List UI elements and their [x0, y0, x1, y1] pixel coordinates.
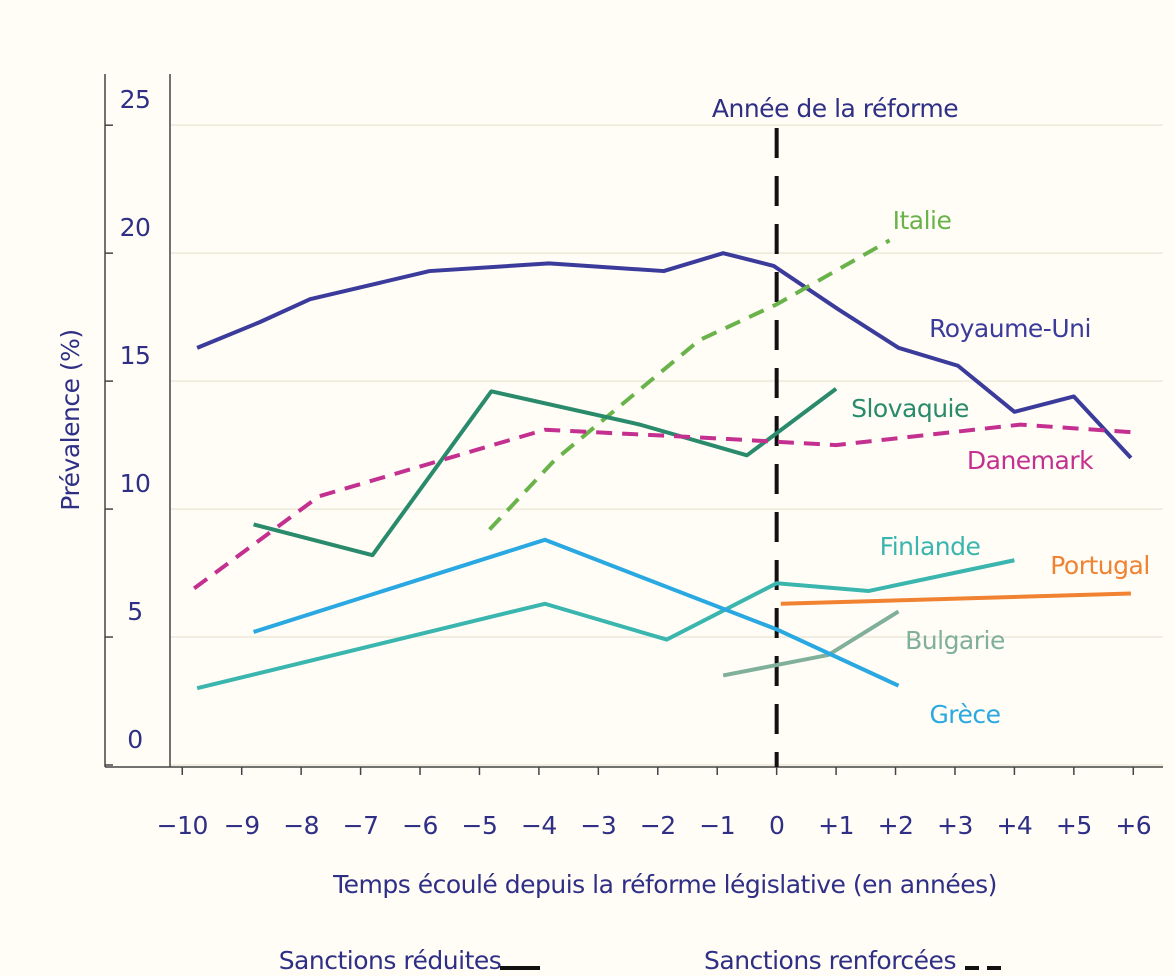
y-tick-label: 25 — [120, 85, 151, 114]
x-tick-label: +1 — [818, 811, 854, 840]
x-tick-label: −6 — [402, 811, 438, 840]
x-tick-label: −10 — [157, 811, 208, 840]
series-label: Royaume-Uni — [929, 314, 1091, 343]
series-line — [780, 591, 1131, 606]
series-line — [253, 387, 838, 558]
x-tick-label: −5 — [462, 811, 498, 840]
x-tick-label: −2 — [640, 811, 676, 840]
x-tick-label: 0 — [769, 811, 784, 840]
series-label: Slovaquie — [851, 394, 969, 423]
y-tick-label: 0 — [127, 725, 142, 754]
series-line — [192, 422, 1134, 591]
x-tick-label: −1 — [699, 811, 735, 840]
x-tick-label: +6 — [1115, 811, 1151, 840]
series-label: Grèce — [929, 700, 1000, 729]
series-line — [196, 558, 1015, 691]
series-label: Bulgarie — [905, 626, 1005, 655]
x-tick-label: +4 — [996, 811, 1032, 840]
series-label: Finlande — [880, 532, 981, 561]
y-axis-label: Prévalence (%) — [56, 329, 85, 510]
y-tick-label: 20 — [120, 213, 151, 242]
series-label: Portugal — [1050, 551, 1150, 580]
legend-label: Sanctions réduites — [279, 946, 502, 975]
series-line — [488, 238, 891, 531]
x-tick-label: −3 — [580, 811, 616, 840]
x-tick-label: −9 — [224, 811, 260, 840]
series-line — [252, 537, 900, 688]
x-tick-label: +3 — [937, 811, 973, 840]
y-tick-label: 5 — [127, 597, 142, 626]
series-label: Italie — [893, 206, 952, 235]
series-label: Danemark — [967, 446, 1094, 475]
x-tick-label: +2 — [878, 811, 914, 840]
x-tick-label: −8 — [283, 811, 319, 840]
y-tick-label: 10 — [120, 469, 151, 498]
x-tick-label: −7 — [343, 811, 379, 840]
x-tick-label: −4 — [521, 811, 557, 840]
x-tick-label: +5 — [1056, 811, 1092, 840]
legend-label: Sanctions renforcées — [704, 946, 956, 975]
y-tick-label: 15 — [120, 341, 151, 370]
series-line — [196, 251, 1133, 460]
x-axis-label: Temps écoulé depuis la réforme législati… — [332, 870, 997, 899]
annotation: Année de la réforme — [712, 94, 958, 123]
